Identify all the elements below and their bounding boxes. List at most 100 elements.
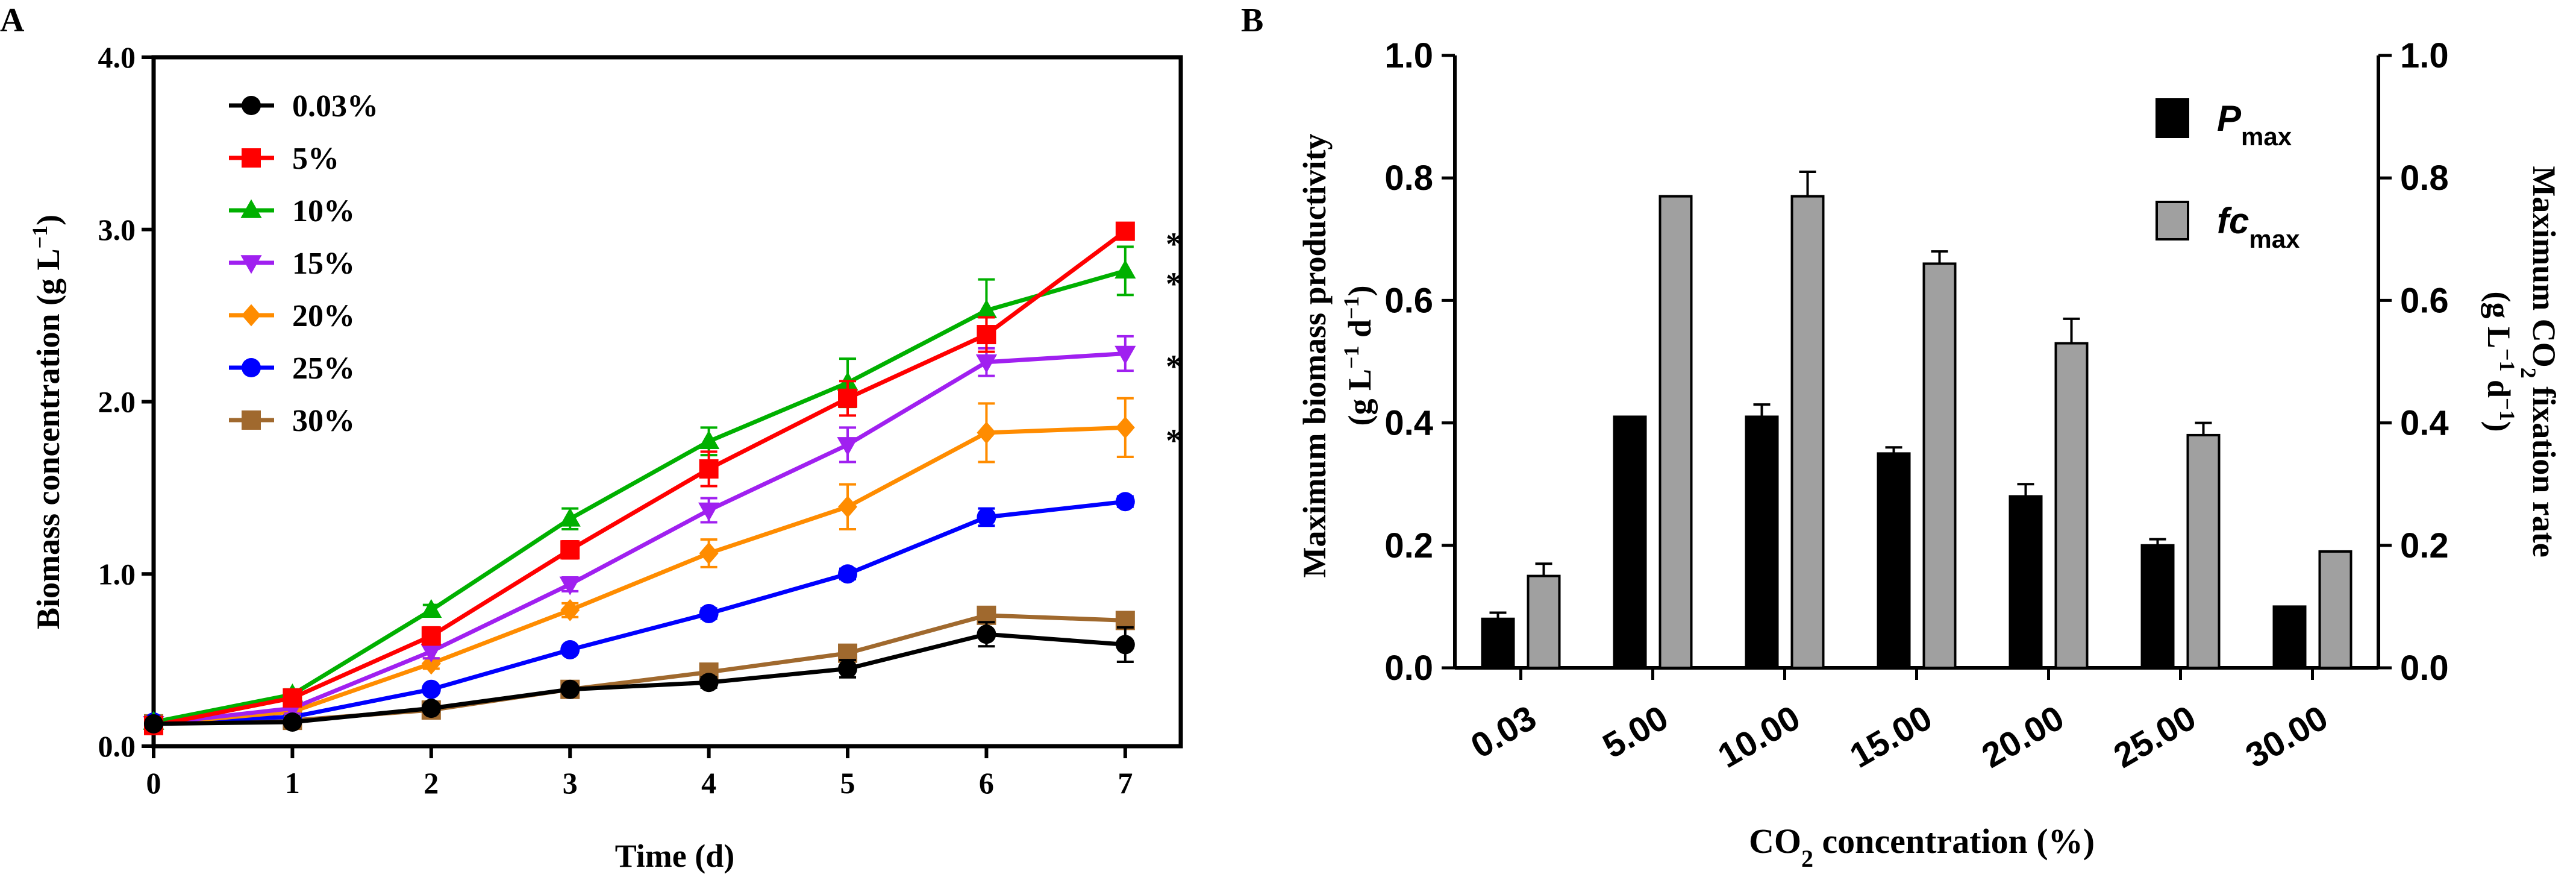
data-point bbox=[975, 354, 998, 374]
legend-item: 25% bbox=[229, 351, 355, 386]
bar-P bbox=[1877, 452, 1911, 670]
bar-group bbox=[1613, 415, 1647, 669]
data-point bbox=[421, 699, 441, 718]
data-point bbox=[975, 299, 998, 318]
legend-item: 30% bbox=[229, 404, 355, 438]
panel-b-right-y-axis-title-line1: Maximum CO2 fixation rate bbox=[2516, 166, 2562, 557]
left-y-tick-label: 0.6 bbox=[1384, 281, 1433, 320]
bar-P bbox=[2009, 495, 2043, 670]
x-tick-label: 6 bbox=[979, 766, 994, 800]
bar-group bbox=[1790, 171, 1825, 669]
x-tick-label: 7 bbox=[1118, 766, 1133, 800]
legend-item: 20% bbox=[229, 299, 355, 333]
bar-P bbox=[2272, 605, 2307, 670]
data-point bbox=[559, 576, 581, 596]
legend-item: 5% bbox=[229, 142, 339, 176]
bar-group bbox=[1658, 195, 1693, 669]
panel-a-x-axis-title: Time (d) bbox=[615, 838, 735, 874]
legend-label-sub: max bbox=[2249, 225, 2300, 253]
panel-a: A 0 1 2 3 4 5 6 7 0.0 1.0 2.0 3.0 4.0 * * * * 0.03% 5% 10… bbox=[0, 2, 1183, 874]
legend-marker bbox=[240, 199, 262, 218]
right-y-tick-label: 0.6 bbox=[2400, 281, 2449, 320]
x-tick-label: 30.00 bbox=[2239, 698, 2334, 776]
data-point bbox=[699, 542, 719, 565]
legend-marker bbox=[242, 410, 261, 430]
legend-label: 10% bbox=[292, 194, 355, 228]
data-point bbox=[1114, 345, 1136, 365]
legend-label: 0.03% bbox=[292, 89, 378, 124]
right-y-tick-label: 0.4 bbox=[2400, 404, 2449, 443]
panel-a-axes: 0 1 2 3 4 5 6 7 0.0 1.0 2.0 3.0 4.0 bbox=[98, 40, 1183, 800]
significance-marker: * bbox=[1166, 266, 1182, 302]
legend-marker bbox=[242, 304, 261, 327]
data-point bbox=[283, 688, 302, 708]
legend-marker bbox=[240, 255, 262, 274]
bar-group bbox=[2140, 538, 2175, 669]
bar-group bbox=[2054, 317, 2089, 669]
bar-P bbox=[1745, 415, 1779, 669]
x-tick-label: 4 bbox=[701, 766, 716, 800]
panel-b-left-y-axis-title-line1: Maximum biomass productivity bbox=[1296, 133, 1333, 577]
bar-fc bbox=[1790, 195, 1825, 669]
series-25% bbox=[144, 492, 1135, 732]
data-point bbox=[837, 437, 858, 456]
panel-b-label: B bbox=[1241, 2, 1263, 39]
panel-b-x-axis-title: CO2 concentration (%) bbox=[1749, 822, 2095, 872]
data-point bbox=[838, 564, 858, 584]
data-point bbox=[1115, 635, 1135, 655]
legend-label: 30% bbox=[292, 404, 355, 438]
bar-group bbox=[2186, 421, 2221, 669]
legend-label-sub: max bbox=[2241, 122, 2292, 151]
series-line bbox=[153, 351, 1126, 726]
data-point bbox=[144, 714, 163, 734]
panel-a-plot-area: * * * * bbox=[143, 221, 1182, 735]
bar-group bbox=[2318, 550, 2352, 670]
series-15% bbox=[143, 335, 1136, 735]
x-tick-label: 10.00 bbox=[1712, 698, 1807, 776]
data-point bbox=[559, 508, 581, 527]
right-y-tick-label: 0.2 bbox=[2400, 526, 2449, 565]
legend-label: 20% bbox=[292, 299, 355, 333]
legend-item: 15% bbox=[229, 247, 355, 281]
bar-group bbox=[1745, 403, 1779, 669]
bar-P bbox=[1481, 617, 1515, 669]
data-point bbox=[1115, 416, 1135, 439]
bar-fc bbox=[2054, 342, 2089, 669]
panel-b: B 0.0 0.0 0.2 0.2 0.4 0.4 0.6 0.6 0.8 0.8 1.0 1.0 0.… bbox=[1241, 2, 2562, 872]
bar-P bbox=[2140, 544, 2175, 669]
legend-swatch bbox=[2156, 98, 2189, 138]
left-y-tick-label: 0.4 bbox=[1384, 404, 1433, 443]
data-point bbox=[698, 430, 720, 450]
bar-group bbox=[1877, 446, 1911, 670]
x-tick-label: 0 bbox=[146, 766, 161, 800]
bar-fc bbox=[1922, 262, 1957, 669]
data-point bbox=[699, 673, 719, 693]
y-tick-label: 1.0 bbox=[98, 557, 136, 591]
legend-label: 15% bbox=[292, 247, 355, 281]
data-point bbox=[977, 507, 996, 527]
legend-label-main: P bbox=[2217, 98, 2242, 139]
x-tick-label: 15.00 bbox=[1843, 698, 1939, 776]
series-line bbox=[153, 268, 1126, 724]
significance-marker: * bbox=[1166, 348, 1182, 385]
legend-label: 5% bbox=[292, 142, 339, 176]
x-tick-label: 1 bbox=[285, 766, 300, 800]
data-point bbox=[838, 495, 858, 518]
left-y-tick-label: 0.0 bbox=[1384, 649, 1433, 688]
bar-group bbox=[1922, 250, 1957, 669]
legend-swatch bbox=[2156, 201, 2189, 240]
legend-label: Pmax bbox=[2217, 98, 2292, 151]
data-point bbox=[283, 712, 302, 732]
significance-marker: * bbox=[1166, 423, 1182, 459]
data-point bbox=[560, 599, 580, 621]
x-tick-label: 5.00 bbox=[1596, 698, 1675, 766]
x-tick-label: 3 bbox=[563, 766, 578, 800]
right-y-tick-label: 1.0 bbox=[2400, 36, 2449, 75]
legend-marker bbox=[242, 148, 261, 168]
data-point bbox=[699, 603, 719, 623]
panel-b-plot-area bbox=[1481, 171, 2352, 670]
bar-group bbox=[2272, 605, 2307, 670]
x-tick-label: 0.03 bbox=[1465, 698, 1543, 766]
data-point bbox=[977, 624, 996, 644]
